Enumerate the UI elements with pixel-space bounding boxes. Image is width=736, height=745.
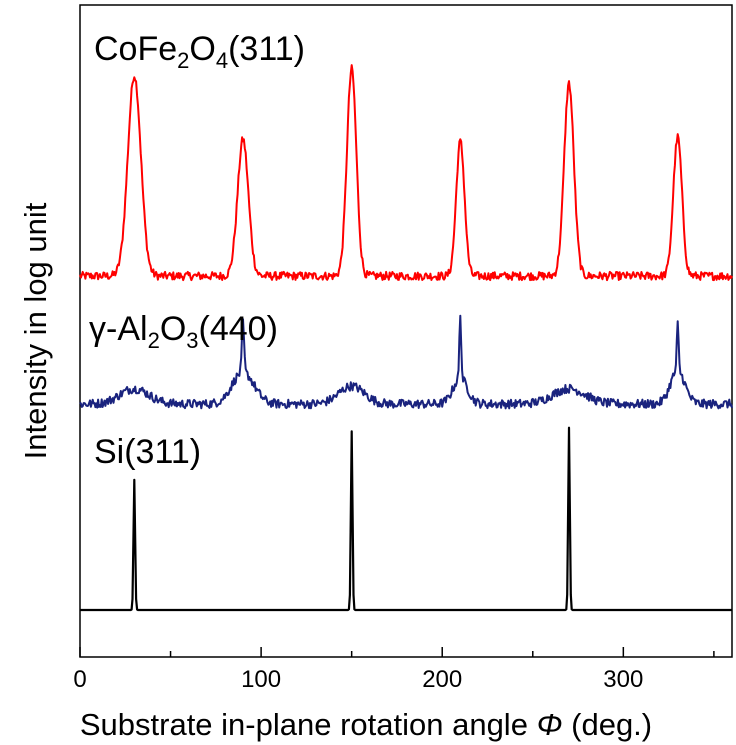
x-axis-title-symbol: Φ	[537, 707, 563, 742]
x-axis-ticks: 0 100 200 300	[73, 647, 715, 693]
x-tick-label: 0	[73, 666, 86, 693]
series-labels: CoFe2O4(311) γ-Al2O3(440) Si(311)	[89, 30, 305, 471]
y-axis-title: Intensity in log unit	[18, 202, 53, 459]
plot-frame	[79, 4, 733, 658]
series-label-3: Si(311)	[94, 433, 201, 471]
series-line-2	[79, 314, 733, 410]
series-label-1: CoFe2O4(311)	[94, 30, 305, 73]
series-line-1	[79, 64, 733, 282]
x-tick-label: 300	[603, 666, 643, 693]
x-axis-title-text: Substrate in-plane rotation angle	[80, 707, 528, 742]
x-tick-label: 100	[241, 666, 281, 693]
x-tick-label: 200	[422, 666, 462, 693]
series-line-3	[79, 426, 733, 612]
series-curves	[79, 64, 733, 612]
series-label-2: γ-Al2O3(440)	[89, 310, 278, 353]
x-axis-title-unit: (deg.)	[571, 707, 652, 742]
x-axis-title: Substrate in-plane rotation angle Φ (deg…	[80, 707, 652, 742]
